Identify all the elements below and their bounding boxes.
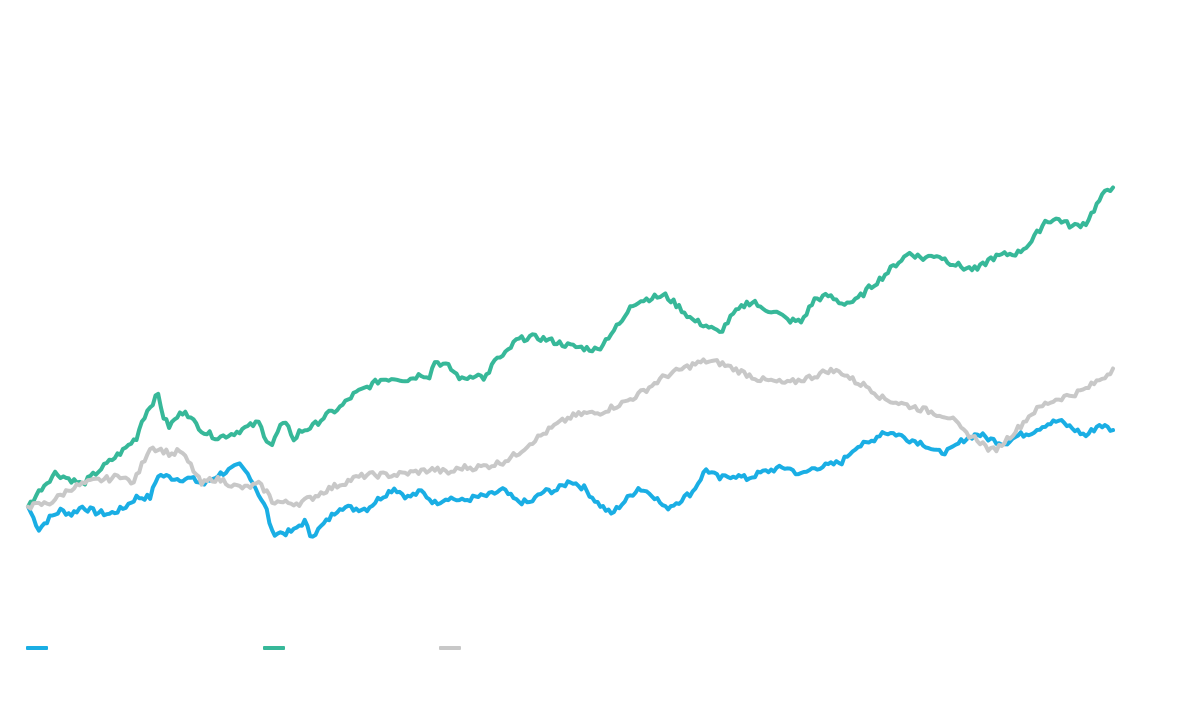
series-line-green [26,185,1115,509]
plot-area [26,185,1115,539]
series-line-blue [26,418,1115,539]
series-line-gray [26,357,1115,511]
